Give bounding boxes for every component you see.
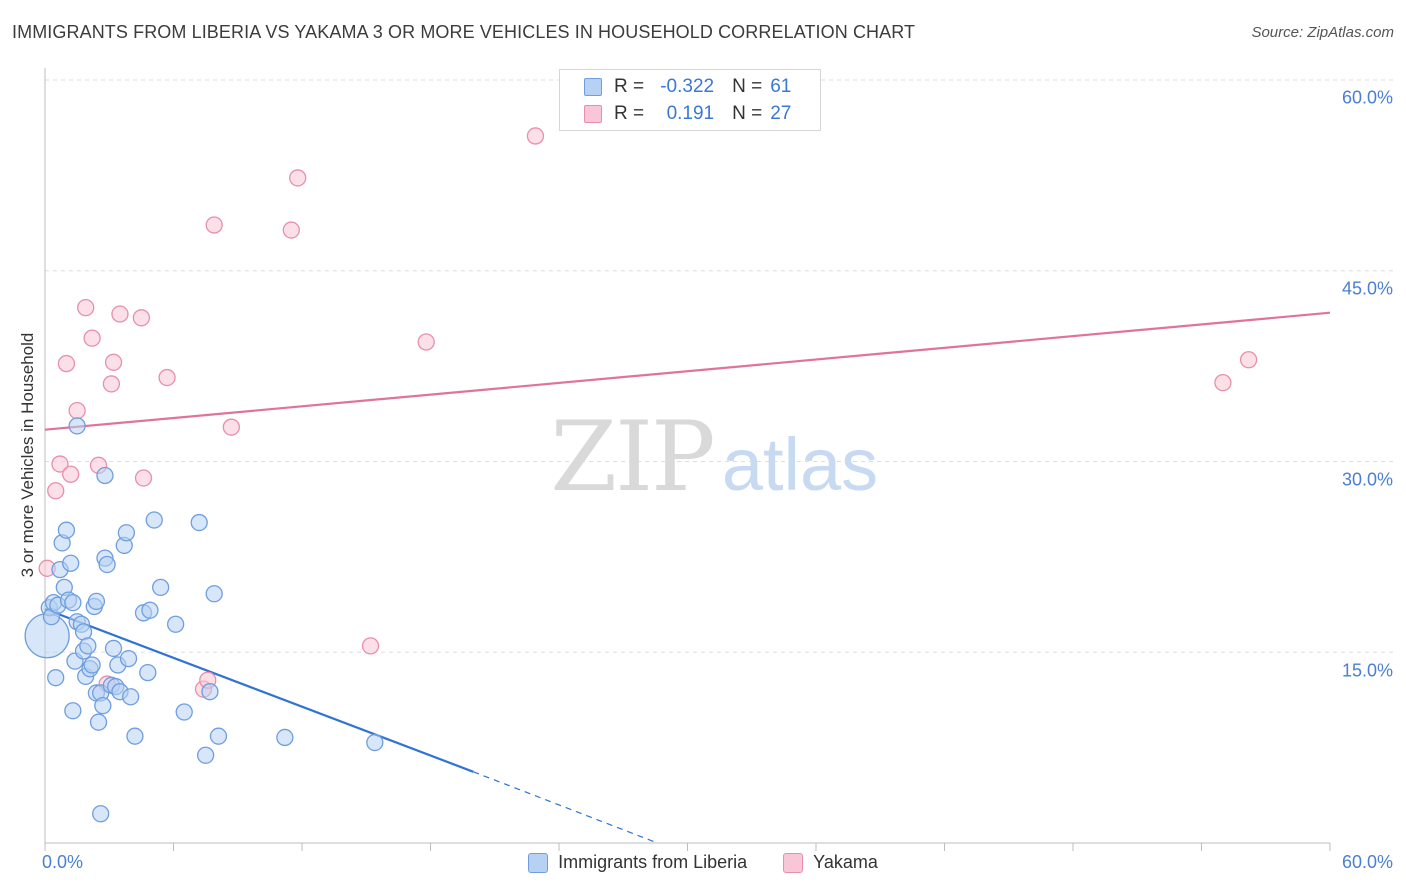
legend-n-label: N =: [732, 103, 763, 124]
liberia-point: [205, 585, 223, 603]
liberia-point: [47, 669, 65, 687]
y-tick-label: 30.0%: [1341, 469, 1393, 490]
liberia-trend-extension: [473, 771, 658, 844]
yakama-point: [51, 455, 69, 473]
chart-title: IMMIGRANTS FROM LIBERIA VS YAKAMA 3 OR M…: [12, 22, 916, 42]
liberia-points: [24, 417, 384, 823]
liberia-point: [196, 746, 215, 764]
liberia-point: [89, 713, 108, 731]
legend-item-liberia[interactable]: Immigrants from Liberia: [528, 852, 747, 873]
legend-r-label: R =: [614, 76, 645, 97]
yakama-point: [1214, 374, 1232, 392]
liberia-point: [139, 663, 157, 682]
yakama-point: [417, 333, 435, 351]
liberia-point: [122, 688, 140, 706]
series-legend: Immigrants from Liberia Yakama: [0, 852, 1406, 873]
yakama-point: [526, 127, 545, 145]
yakama-point: [132, 309, 151, 327]
yakama-point: [205, 216, 223, 234]
liberia-point: [151, 578, 170, 597]
y-axis-label: 3 or more Vehicles in Household: [18, 332, 37, 578]
watermark: ZIP atlas: [550, 401, 878, 513]
liberia-point: [126, 727, 144, 745]
liberia-point: [175, 703, 193, 721]
liberia-point: [83, 656, 101, 674]
yakama-point: [134, 469, 153, 487]
axes: [44, 68, 1331, 851]
x-tick-label-min: 0.0%: [42, 852, 84, 872]
liberia-point: [64, 594, 82, 612]
legend-r-label: R =: [614, 103, 645, 124]
liberia-point: [64, 702, 82, 720]
liberia-point: [117, 524, 136, 542]
yakama-point: [222, 418, 240, 436]
yakama-point: [68, 401, 86, 420]
liberia-point: [145, 511, 163, 529]
yakama-point: [62, 465, 80, 483]
y-tick-label: 45.0%: [1341, 278, 1393, 299]
x-tick-label-max: 60.0%: [1341, 852, 1393, 872]
yakama-point: [47, 482, 65, 500]
liberia-point: [209, 727, 228, 745]
stats-legend: R = -0.322 N = 61 R = 0.191 N = 27: [559, 69, 821, 131]
liberia-point: [96, 466, 114, 485]
liberia-point: [119, 649, 138, 668]
source-credit: Source: ZipAtlas.com: [1251, 24, 1394, 41]
grid-lines: [45, 79, 1394, 653]
yakama-point: [361, 637, 380, 655]
liberia-point: [62, 554, 80, 572]
legend-r-value: -0.322: [660, 76, 715, 97]
yakama-point: [83, 329, 101, 347]
liberia-point: [68, 417, 86, 435]
legend-label-yakama: Yakama: [813, 852, 878, 872]
legend-r-value: 0.191: [666, 103, 715, 124]
legend-n-value: 27: [770, 103, 792, 124]
y-tick-label: 15.0%: [1341, 660, 1393, 681]
legend-swatch-pink: [584, 105, 602, 123]
liberia-trend-line: [44, 607, 474, 773]
yakama-point: [158, 368, 176, 387]
legend-swatch-pink: [783, 852, 804, 873]
legend-row-yakama: R = 0.191 N = 27: [584, 102, 791, 126]
watermark-atlas: atlas: [722, 423, 878, 506]
yakama-point: [77, 298, 95, 317]
legend-item-yakama[interactable]: Yakama: [783, 852, 878, 873]
liberia-point: [57, 521, 76, 539]
liberia-point: [276, 728, 294, 747]
legend-swatch-blue: [528, 852, 549, 873]
y-tick-label: 60.0%: [1341, 87, 1393, 108]
liberia-point: [366, 733, 384, 752]
yakama-point: [102, 375, 121, 393]
yakama-point: [282, 221, 300, 239]
liberia-point: [94, 697, 112, 715]
yakama-trend-line: [44, 311, 1331, 431]
liberia-point: [92, 805, 110, 823]
legend-n-value: 61: [770, 76, 792, 97]
yakama-point: [1239, 351, 1258, 369]
legend-n-label: N =: [732, 76, 763, 97]
legend-row-liberia: R = -0.322 N = 61: [584, 75, 791, 99]
liberia-point: [166, 615, 185, 633]
liberia-point: [98, 555, 116, 574]
liberia-point: [87, 592, 106, 611]
watermark-zip: ZIP: [550, 401, 713, 513]
liberia-point: [201, 683, 219, 701]
legend-label-liberia: Immigrants from Liberia: [558, 852, 748, 872]
yakama-point: [104, 353, 123, 371]
yakama-point: [289, 169, 307, 187]
liberia-point: [141, 601, 159, 619]
liberia-point: [79, 637, 97, 655]
yakama-point: [111, 305, 129, 323]
liberia-point: [104, 639, 123, 658]
legend-swatch-blue: [584, 78, 602, 96]
yakama-point: [57, 354, 76, 373]
liberia-point: [190, 513, 208, 532]
trend-lines: [44, 311, 1331, 844]
